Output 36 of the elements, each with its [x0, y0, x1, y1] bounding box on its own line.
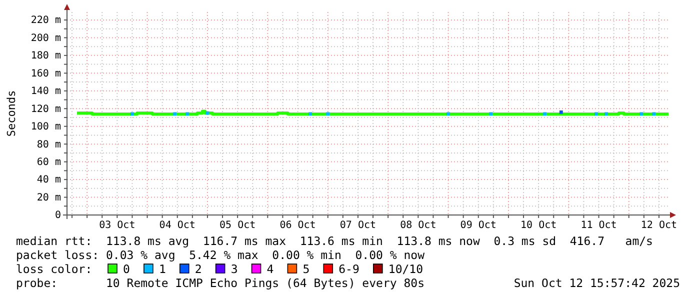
text: Sun Oct 12 15:57:42 2025 [514, 276, 680, 290]
x-tick-label: 11 Oct [580, 220, 617, 232]
x-tick-label: 09 Oct [460, 220, 496, 232]
legend-label: 0 [123, 262, 130, 276]
x-tick-label: 07 Oct [340, 220, 376, 232]
x-tick-label: 12 Oct [640, 220, 678, 232]
y-tick-label: 100 m [30, 122, 61, 133]
x-tick-label: 10 Oct [520, 220, 557, 232]
y-tick-label: 160 m [30, 68, 61, 80]
y-tick-label: 40 m [36, 174, 61, 186]
text: packet loss: 0.03 % avg 5.42 % max 0.00 % min 0.00 % now [16, 248, 425, 262]
legend-label: 6-9 [338, 262, 360, 276]
x-tick-label: 04 Oct [159, 220, 196, 232]
y-tick-label: 60 m [36, 157, 61, 168]
y-tick-label: 80 m [36, 139, 61, 150]
text: probe: 10 Remote ICMP Echo Pings (64 Bytes) every 80s [16, 276, 424, 290]
x-tick-label: 08 Oct [400, 220, 436, 232]
x-tick-label: 03 Oct [99, 220, 136, 232]
y-tick-label: 0 [54, 210, 61, 222]
y-tick-label: 200 m [30, 32, 61, 44]
legend-label: 10/10 [388, 262, 424, 276]
y-tick-label: 180 m [30, 50, 61, 62]
x-tick-label: 06 Oct [280, 220, 316, 232]
legend-label: 5 [302, 262, 310, 276]
legend-label: 1 [158, 262, 166, 276]
legend-label: 2 [194, 262, 202, 276]
legend-title: loss color: [16, 262, 92, 276]
legend-label: 3 [230, 262, 238, 276]
legend-label: 4 [266, 262, 274, 276]
y-tick-label: 140 m [30, 86, 61, 98]
y-tick-label: 20 m [36, 192, 61, 204]
y-tick-label: 120 m [30, 104, 61, 115]
y-axis-title: Seconds [5, 90, 18, 137]
text: median rtt: 113.8 ms avg 116.7 ms max 113.6 ms min 113.8 ms now 0.3 ms sd 416.7 am/s [16, 234, 653, 248]
y-tick-label: 220 m [30, 15, 61, 26]
x-tick-label: 05 Oct [220, 220, 256, 232]
